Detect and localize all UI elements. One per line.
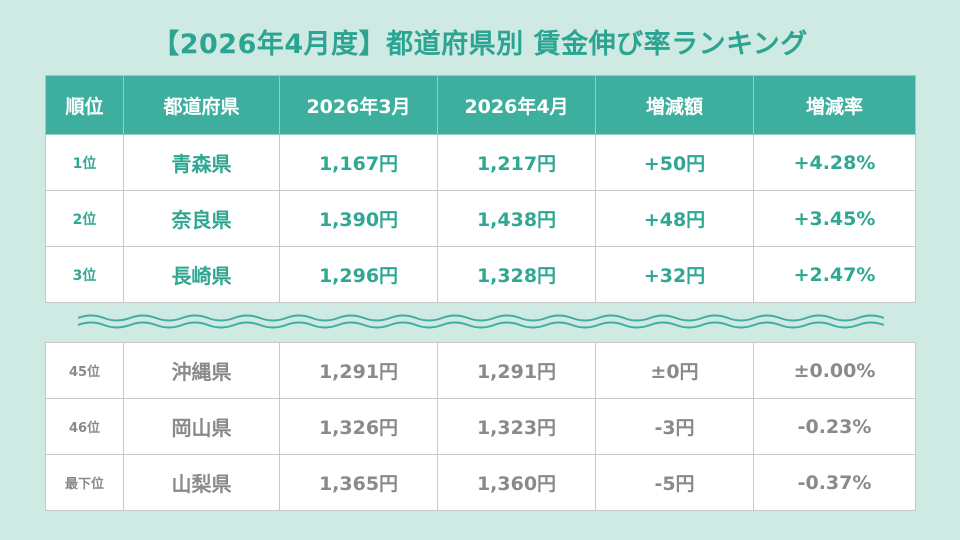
prefecture-cell: 長崎県	[123, 246, 280, 303]
rate-cell: ±0.00%	[753, 342, 916, 399]
rank-cell: 45位	[45, 342, 124, 399]
ranking-table-top: 順位 都道府県 2026年3月 2026年4月 増減額 増減率 1位 青森県 1…	[45, 75, 916, 303]
ranking-table-bottom: 45位 沖縄県 1,291円 1,291円 ±0円 ±0.00% 46位 岡山県…	[45, 342, 916, 511]
header-rank: 順位	[45, 75, 124, 135]
diff-cell: +32円	[595, 246, 754, 303]
wave-line-lower	[78, 321, 884, 329]
diff-cell: -3円	[595, 398, 754, 455]
rank-cell: 46位	[45, 398, 124, 455]
table-header-row: 順位 都道府県 2026年3月 2026年4月 増減額 増減率	[45, 75, 916, 135]
march-cell: 1,365円	[279, 454, 438, 511]
march-cell: 1,296円	[279, 246, 438, 303]
table-row: 1位 青森県 1,167円 1,217円 +50円 +4.28%	[45, 134, 916, 191]
rate-cell: -0.37%	[753, 454, 916, 511]
page-title: 【2026年4月度】都道府県別 賃金伸び率ランキング	[152, 29, 808, 60]
table-row: 46位 岡山県 1,326円 1,323円 -3円 -0.23%	[45, 398, 916, 455]
april-cell: 1,360円	[437, 454, 596, 511]
header-rate: 増減率	[753, 75, 916, 135]
table-row: 最下位 山梨県 1,365円 1,360円 -5円 -0.37%	[45, 454, 916, 511]
rank-cell: 2位	[45, 190, 124, 247]
wave-line-upper	[78, 314, 884, 322]
rate-cell: +4.28%	[753, 134, 916, 191]
diff-cell: ±0円	[595, 342, 754, 399]
april-cell: 1,328円	[437, 246, 596, 303]
diff-cell: +50円	[595, 134, 754, 191]
march-cell: 1,291円	[279, 342, 438, 399]
table-row: 2位 奈良県 1,390円 1,438円 +48円 +3.45%	[45, 190, 916, 247]
rank-cell: 3位	[45, 246, 124, 303]
rank-cell: 1位	[45, 134, 124, 191]
table-row: 3位 長崎県 1,296円 1,328円 +32円 +2.47%	[45, 246, 916, 303]
prefecture-cell: 岡山県	[123, 398, 280, 455]
header-prefecture: 都道府県	[123, 75, 280, 135]
april-cell: 1,323円	[437, 398, 596, 455]
march-cell: 1,167円	[279, 134, 438, 191]
rate-cell: +2.47%	[753, 246, 916, 303]
rank-cell: 最下位	[45, 454, 124, 511]
april-cell: 1,291円	[437, 342, 596, 399]
march-cell: 1,390円	[279, 190, 438, 247]
prefecture-cell: 山梨県	[123, 454, 280, 511]
wave-divider	[78, 314, 884, 329]
diff-cell: -5円	[595, 454, 754, 511]
header-diff: 増減額	[595, 75, 754, 135]
table-row: 45位 沖縄県 1,291円 1,291円 ±0円 ±0.00%	[45, 342, 916, 399]
rate-cell: -0.23%	[753, 398, 916, 455]
header-april: 2026年4月	[437, 75, 596, 135]
april-cell: 1,217円	[437, 134, 596, 191]
prefecture-cell: 青森県	[123, 134, 280, 191]
rate-cell: +3.45%	[753, 190, 916, 247]
march-cell: 1,326円	[279, 398, 438, 455]
april-cell: 1,438円	[437, 190, 596, 247]
diff-cell: +48円	[595, 190, 754, 247]
prefecture-cell: 奈良県	[123, 190, 280, 247]
header-march: 2026年3月	[279, 75, 438, 135]
prefecture-cell: 沖縄県	[123, 342, 280, 399]
